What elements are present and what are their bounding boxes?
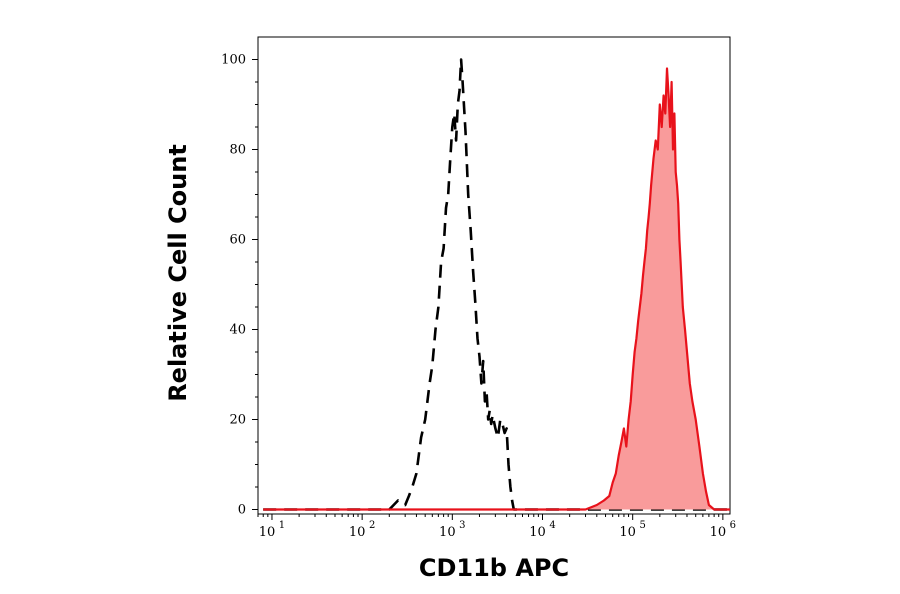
y-tick-label: 100 xyxy=(221,53,246,68)
x-tick-exponent: 2 xyxy=(369,520,375,531)
x-tick-label: 10 xyxy=(710,525,727,540)
series-1-fill xyxy=(263,68,730,510)
x-tick-label: 10 xyxy=(439,525,456,540)
x-axis-ticks: 10 1 10 2 10 3 10 4 10 5 10 6 xyxy=(257,514,736,540)
x-tick-exponent: 3 xyxy=(459,520,465,531)
x-tick-label: 10 xyxy=(529,525,546,540)
y-tick-label: 60 xyxy=(229,233,246,248)
x-tick-exponent: 5 xyxy=(639,520,645,531)
x-axis-title: CD11b APC xyxy=(419,554,569,582)
series-layer xyxy=(263,58,730,511)
y-tick-label: 80 xyxy=(229,143,246,158)
x-tick-label: 10 xyxy=(619,525,636,540)
series-1-line xyxy=(263,67,730,511)
y-tick-label: 20 xyxy=(229,413,246,428)
y-tick-label: 40 xyxy=(229,323,246,338)
x-tick-exponent: 1 xyxy=(279,520,285,531)
x-tick-label: 10 xyxy=(349,525,366,540)
y-axis-title: Relative Cell Count xyxy=(164,144,192,402)
y-tick-label: 0 xyxy=(238,503,246,518)
x-tick-exponent: 4 xyxy=(549,520,555,531)
y-axis-ticks: 0 20 40 60 80 100 xyxy=(221,53,258,518)
x-tick-label: 10 xyxy=(259,525,276,540)
series-0-line xyxy=(263,58,730,511)
x-tick-exponent: 6 xyxy=(730,520,736,531)
plot-area-frame xyxy=(257,36,731,515)
